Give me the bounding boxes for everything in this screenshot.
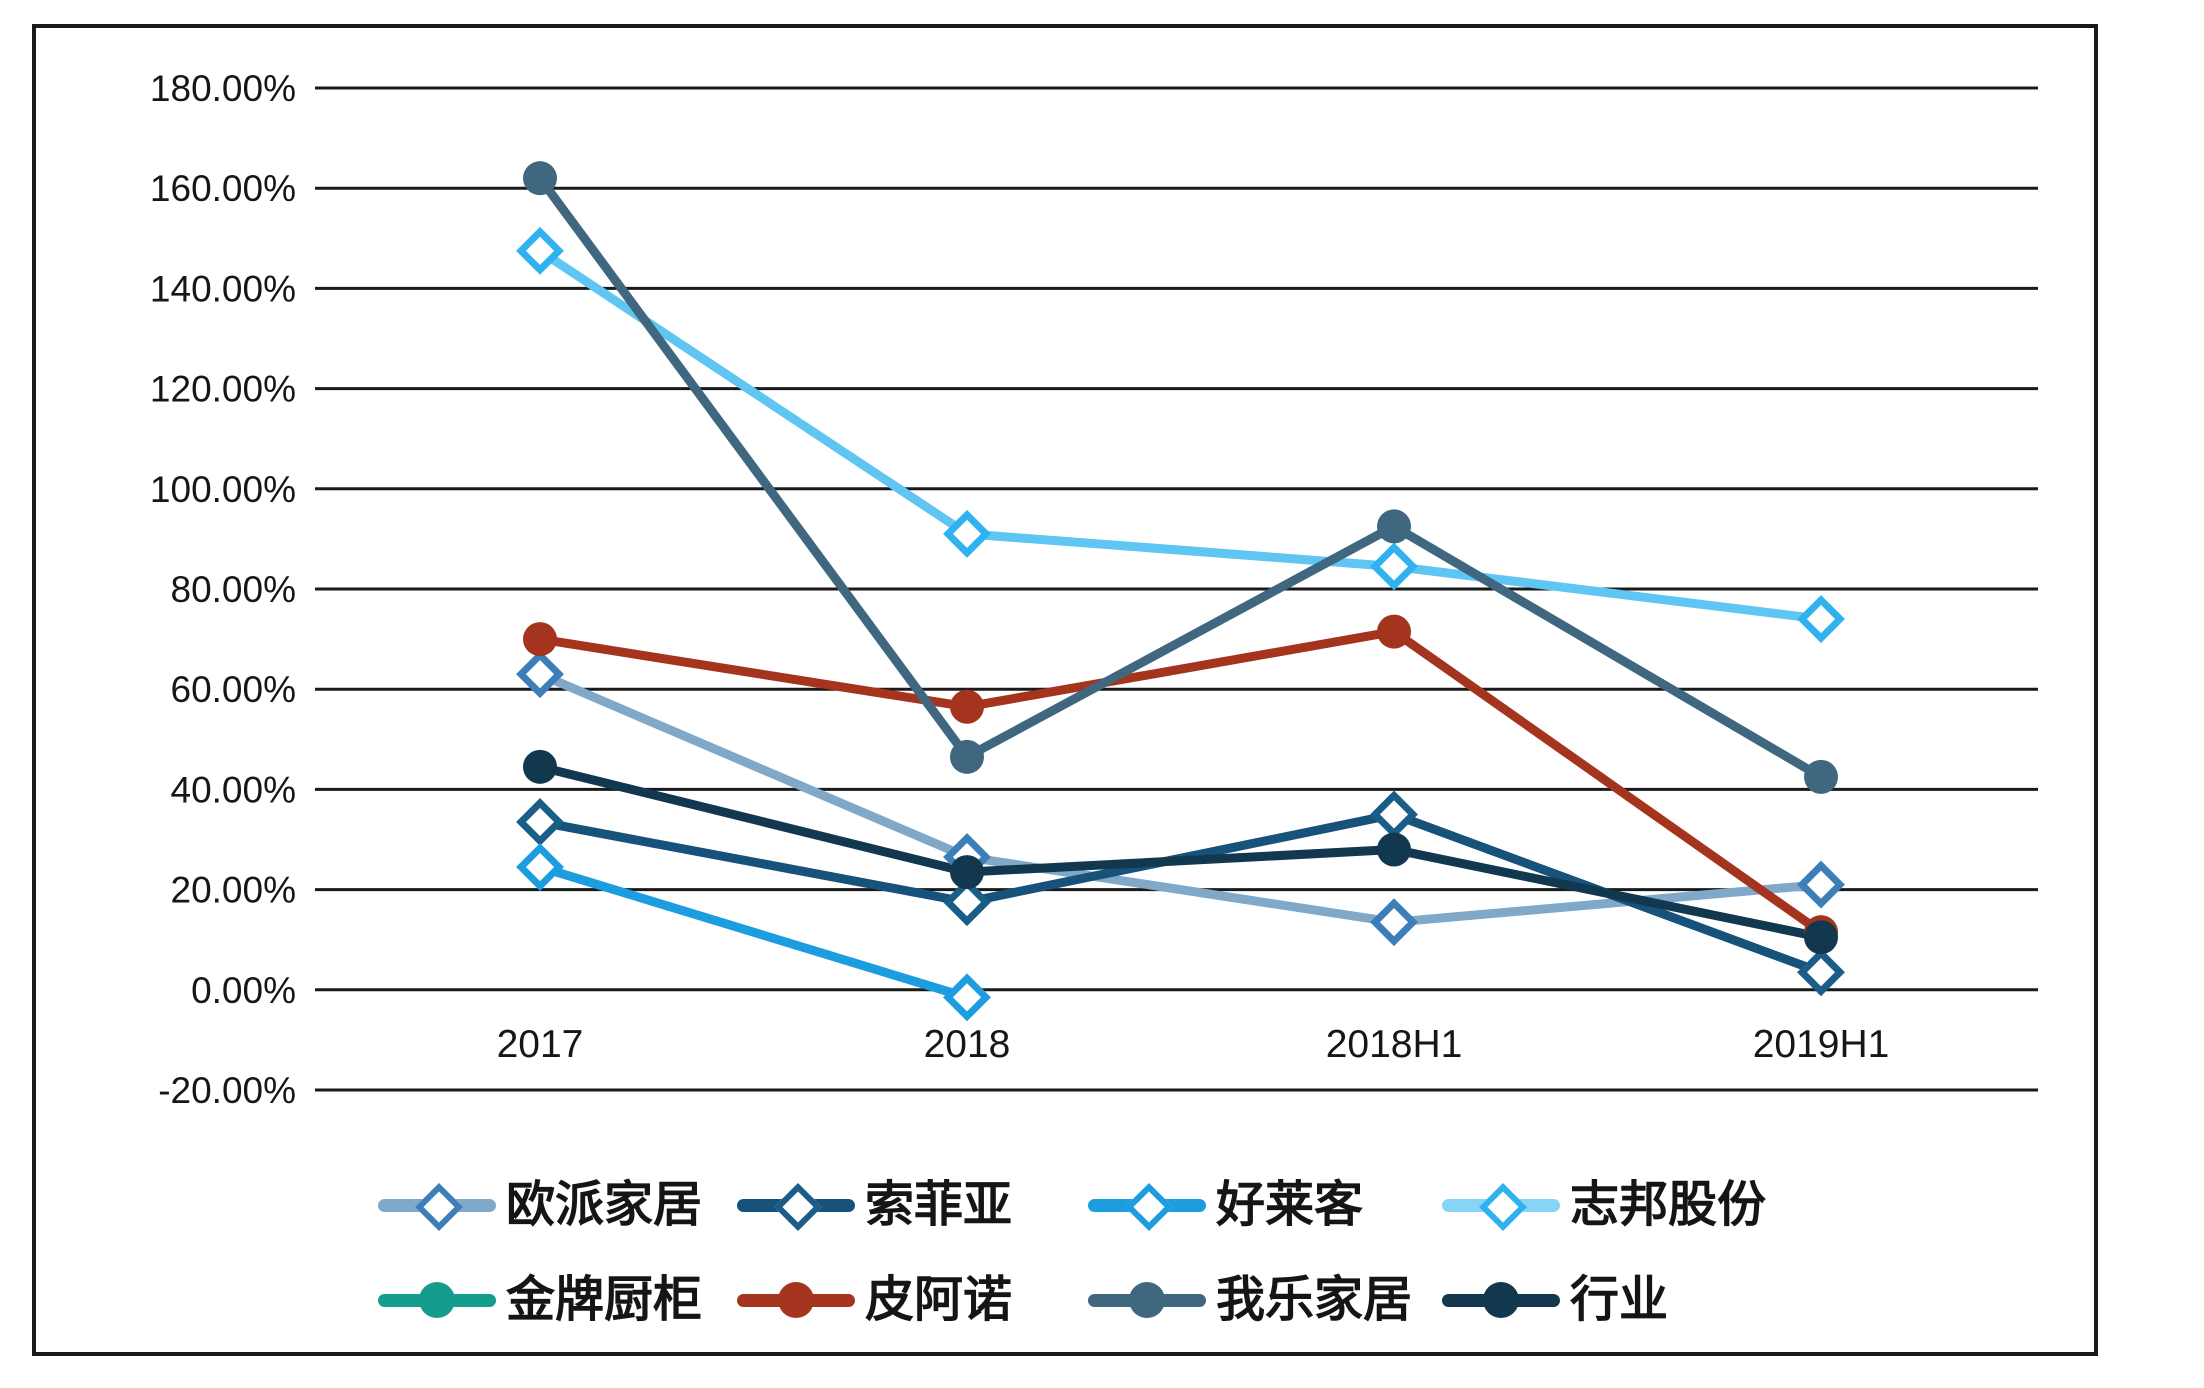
series-marker-wole xyxy=(523,161,557,196)
series-marker-industry xyxy=(1804,920,1838,955)
y-axis-tick-label: 40.00% xyxy=(171,769,297,810)
series-marker-wole xyxy=(1804,759,1838,794)
series-marker-piano xyxy=(950,689,984,724)
series-marker-oupai xyxy=(1797,860,1845,909)
series-line-industry xyxy=(535,762,1826,942)
series-marker-industry xyxy=(1377,832,1411,867)
series-line-holike xyxy=(535,862,972,1002)
chart-frame-border xyxy=(32,24,2098,1356)
series-marker-industry xyxy=(523,749,557,784)
x-axis-tick-label: 2018H1 xyxy=(1326,1023,1463,1066)
y-axis-tick-label: 140.00% xyxy=(150,268,296,309)
x-axis-tick-label: 2017 xyxy=(497,1023,584,1066)
series-marker-suofeiya xyxy=(516,798,564,846)
y-axis-tick-label: -20.00% xyxy=(158,1070,296,1111)
series-line-oupai xyxy=(535,669,1826,927)
series-marker-suofeiya xyxy=(943,878,991,927)
y-axis-tick-label: 120.00% xyxy=(150,369,296,410)
series-marker-zbom xyxy=(1797,595,1845,644)
series-marker-industry xyxy=(950,855,984,890)
y-axis-tick-label: 160.00% xyxy=(150,168,296,209)
series-marker-oupai xyxy=(1370,898,1418,947)
series-marker-wole xyxy=(950,739,984,774)
x-axis-tick-label: 2019H1 xyxy=(1753,1023,1890,1066)
series-marker-holike xyxy=(516,843,564,892)
y-axis-tick-label: 20.00% xyxy=(171,870,297,911)
series-marker-piano xyxy=(1377,614,1411,649)
series-marker-suofeiya xyxy=(1797,948,1845,997)
y-axis-tick-label: 0.00% xyxy=(191,970,296,1011)
y-axis-tick-label: 180.00% xyxy=(150,68,296,109)
series-line-piano xyxy=(535,627,1826,937)
x-axis-tick-label: 2018 xyxy=(924,1023,1011,1066)
series-marker-piano xyxy=(523,622,557,657)
series-line-zbom xyxy=(535,246,1826,624)
series-marker-holike xyxy=(943,973,991,1022)
series-marker-zbom xyxy=(516,226,564,275)
y-axis-tick-label: 100.00% xyxy=(150,469,296,510)
series-marker-suofeiya xyxy=(1370,790,1418,839)
series-marker-wole xyxy=(1377,509,1411,544)
y-axis-tick-label: 60.00% xyxy=(171,669,297,710)
series-marker-zbom xyxy=(943,509,991,558)
series-marker-oupai xyxy=(516,650,564,699)
series-line-wole xyxy=(535,173,1826,782)
series-marker-zbom xyxy=(1370,542,1418,591)
y-axis-tick-label: 80.00% xyxy=(171,569,297,610)
